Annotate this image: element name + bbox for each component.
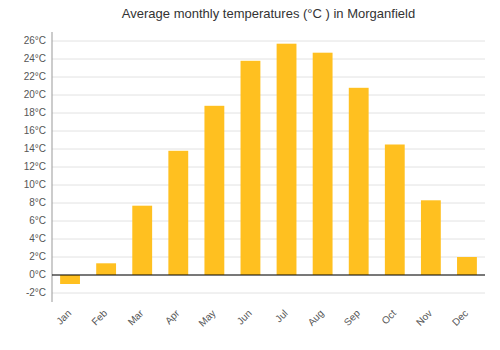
y-tick-label: 26°C	[24, 35, 46, 46]
y-tick-label: -2°C	[26, 287, 46, 298]
bar	[96, 263, 116, 275]
y-grid	[52, 41, 485, 293]
bar	[204, 106, 224, 275]
y-tick-label: 10°C	[24, 179, 46, 190]
bar	[132, 206, 152, 275]
y-axis-line	[52, 32, 53, 302]
bar	[60, 275, 80, 284]
x-tick-label: Jun	[235, 308, 254, 327]
chart: -2°C 0°C 2°C 4°C 6°C 8°C 10°C 12°C 14°C 16°C 18°C 2…	[0, 0, 500, 350]
x-tick-label: Dec	[450, 308, 470, 328]
grid-line	[52, 203, 485, 204]
bar	[385, 145, 405, 276]
y-tick-label: 0°C	[29, 269, 46, 280]
grid-line	[52, 95, 485, 96]
x-tick-label: Nov	[414, 308, 434, 328]
y-tick-label: 18°C	[24, 107, 46, 118]
grid-line	[52, 275, 485, 276]
y-tick-label: 12°C	[24, 161, 46, 172]
grid-line	[52, 257, 485, 258]
y-tick-label: 20°C	[24, 89, 46, 100]
baseline	[52, 274, 485, 275]
grid-line	[52, 239, 485, 240]
x-tick-label: Jan	[54, 308, 73, 327]
y-tick-label: 24°C	[24, 53, 46, 64]
x-tick-label: Mar	[126, 307, 146, 327]
grid-line	[52, 293, 485, 294]
grid-line	[52, 77, 485, 78]
page: {"chart_data": {"type": "bar", "title": …	[0, 0, 500, 350]
y-tick-label: 8°C	[29, 197, 46, 208]
bars	[52, 44, 485, 284]
title: Average monthly temperatures (°C ) in Mo…	[122, 6, 415, 21]
bar	[349, 88, 369, 275]
grid-line	[52, 113, 485, 114]
y-tick-label: 4°C	[29, 233, 46, 244]
bar	[277, 44, 297, 275]
grid-line	[52, 221, 485, 222]
y-tick-label: 2°C	[29, 251, 46, 262]
grid-line	[52, 185, 485, 186]
x-tick-label: Oct	[379, 307, 398, 326]
grid-line	[52, 131, 485, 132]
x-tick-label: May	[197, 308, 218, 329]
grid-line	[52, 41, 485, 42]
bar	[168, 151, 188, 275]
y-axis: -2°C 0°C 2°C 4°C 6°C 8°C 10°C 12°C 14°C 16°C 18°C 2…	[24, 32, 52, 302]
y-tick-label: 22°C	[24, 71, 46, 82]
grid-line	[52, 59, 485, 60]
grid-line	[52, 167, 485, 168]
x-tick-label: Jul	[273, 308, 290, 325]
bar	[241, 61, 261, 275]
x-tick-label: Feb	[89, 307, 109, 327]
bar	[313, 53, 333, 275]
x-tick-label: Apr	[163, 307, 182, 326]
bar	[421, 200, 441, 275]
y-tick-label: 16°C	[24, 125, 46, 136]
grid-line	[52, 149, 485, 150]
x-axis: Jan Feb Mar Apr May Jun Jul Aug Sep Oct Nov Dec	[54, 307, 470, 329]
x-tick-label: Sep	[342, 307, 363, 328]
y-tick-label: 14°C	[24, 143, 46, 154]
y-tick-label: 6°C	[29, 215, 46, 226]
bar	[457, 257, 477, 275]
x-tick-label: Aug	[306, 308, 326, 328]
